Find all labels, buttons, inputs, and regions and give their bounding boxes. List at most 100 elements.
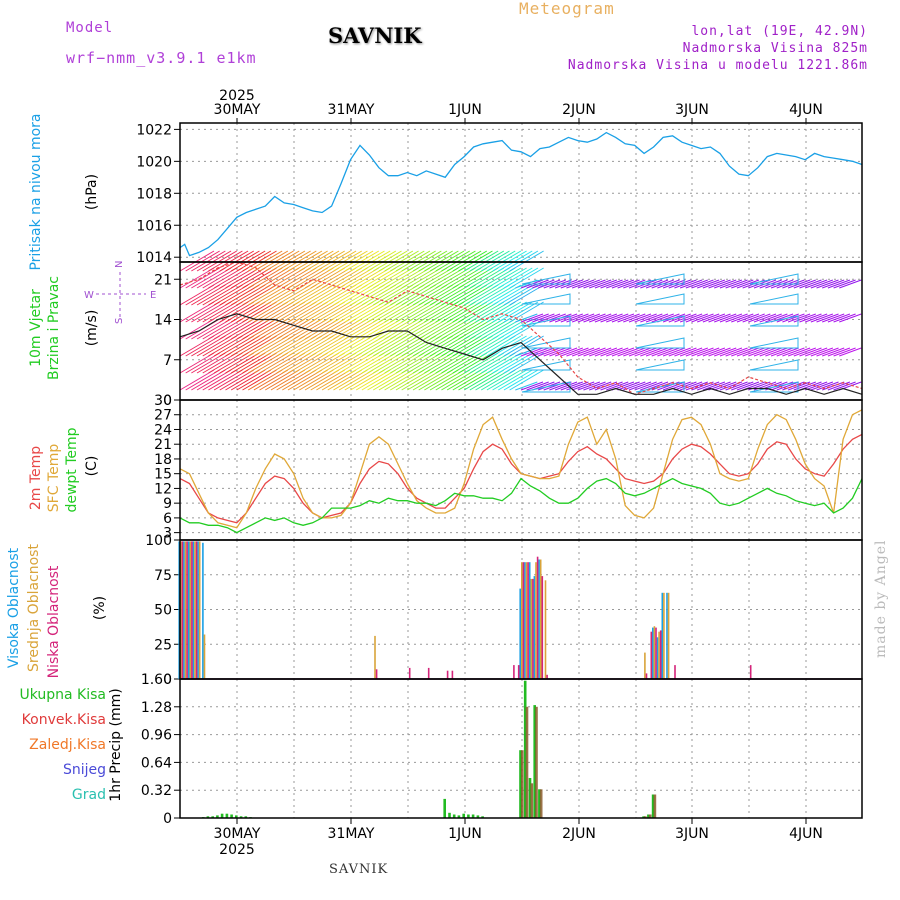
wind-barb <box>816 279 839 289</box>
bar-low-cloud <box>650 631 653 679</box>
wind-barb <box>759 347 782 357</box>
wind-barb <box>589 381 612 391</box>
wind-barb <box>253 267 289 289</box>
wind-barb <box>219 301 255 323</box>
bar-mid-cloud <box>189 541 192 679</box>
wind-barb <box>424 250 459 272</box>
wind-barb <box>208 284 243 306</box>
wind-barb <box>521 273 571 285</box>
wind-barb <box>225 301 260 323</box>
wind-barb <box>236 250 272 272</box>
wind-barb <box>276 301 311 323</box>
wind-barb <box>304 250 340 272</box>
wind-barb <box>390 284 425 306</box>
wind-barb <box>509 335 544 357</box>
wind-barb <box>179 335 215 357</box>
wind-barb <box>196 352 232 374</box>
wind-barb <box>390 267 425 289</box>
wind-barb <box>338 250 374 272</box>
wind-barbs <box>179 250 862 393</box>
y-tick-label: 0.96 <box>141 728 172 744</box>
wind-barb <box>480 369 516 391</box>
wind-barb <box>287 301 323 323</box>
wind-barb <box>577 313 601 323</box>
wind-barb <box>441 301 476 323</box>
wind-barb <box>469 267 505 289</box>
date-label-top: 3JUN <box>675 102 709 118</box>
wind-barb <box>435 352 471 374</box>
date-label-top: 1JUN <box>448 102 482 118</box>
wind-barb <box>304 318 340 340</box>
wind-barb <box>219 284 255 306</box>
wind-barb <box>378 352 414 374</box>
wind-barb <box>219 335 255 357</box>
wind-barb <box>475 301 510 323</box>
bar-low-cloud <box>408 667 411 679</box>
wind-barb <box>446 335 482 357</box>
wind-barb <box>395 267 431 289</box>
wind-barb <box>304 369 340 391</box>
wind-barb <box>338 301 374 323</box>
wind-barb <box>429 352 465 374</box>
wind-barb <box>714 313 737 323</box>
bar-low-cloud <box>513 665 515 679</box>
bar-mid-cloud <box>180 541 182 679</box>
wind-barb <box>492 352 527 374</box>
wind-barb <box>230 369 266 391</box>
wind-barb <box>498 352 533 374</box>
wind-barb <box>372 284 408 306</box>
bar-total-precip <box>235 815 238 818</box>
wind-barb <box>662 381 686 391</box>
wind-barb <box>219 352 255 374</box>
wind-barb <box>554 347 578 357</box>
wind-barb <box>213 335 249 357</box>
wind-barb <box>282 352 317 374</box>
wind-barb <box>486 301 522 323</box>
wind-barb <box>361 284 397 306</box>
sfctemp-title: SFC Temp <box>46 444 62 513</box>
wind-barb <box>191 284 226 306</box>
wind-barb <box>583 381 606 391</box>
wind-barb <box>458 352 493 374</box>
wind-barb <box>225 318 260 340</box>
bar-mid-cloud <box>535 562 537 679</box>
wind-barb <box>282 267 317 289</box>
wind-barb <box>435 301 471 323</box>
wind-barb <box>577 381 601 391</box>
wind-barb <box>679 313 703 323</box>
wind-barb <box>787 279 811 289</box>
wind-barb <box>350 335 385 357</box>
wind-barb <box>225 369 260 391</box>
wind-barb <box>725 279 748 289</box>
wind-barb <box>208 267 243 289</box>
wind-barb <box>378 335 414 357</box>
bar-low-cloud <box>186 541 188 679</box>
wind-barb <box>492 369 527 391</box>
wind-barb <box>361 267 397 289</box>
wind-barb <box>202 352 237 374</box>
wind-barb <box>282 318 317 340</box>
wind-barb <box>822 347 845 357</box>
bar-low-cloud <box>446 670 449 679</box>
wind-barb <box>378 369 414 391</box>
wind-barb <box>321 301 357 323</box>
wind-barb <box>407 301 442 323</box>
wind-barb <box>179 267 215 289</box>
wind-barb <box>230 284 266 306</box>
wind-barb <box>424 369 459 391</box>
wind-barb <box>498 301 533 323</box>
low-cloud-title: Niska Oblacnost <box>46 565 62 678</box>
wind-barb <box>384 250 419 272</box>
wind-barb <box>748 313 771 323</box>
wind-barb <box>372 318 408 340</box>
wind-barb <box>202 301 237 323</box>
wind-barb <box>594 313 618 323</box>
wind-barb <box>378 284 414 306</box>
wind-barb <box>617 347 640 357</box>
wind-barb <box>293 250 328 272</box>
wind-barb <box>799 279 822 289</box>
bar-total-precip <box>216 815 219 818</box>
bar-conv-precip <box>653 794 657 818</box>
bar-total-precip <box>244 816 248 818</box>
wind-barb <box>532 313 555 323</box>
